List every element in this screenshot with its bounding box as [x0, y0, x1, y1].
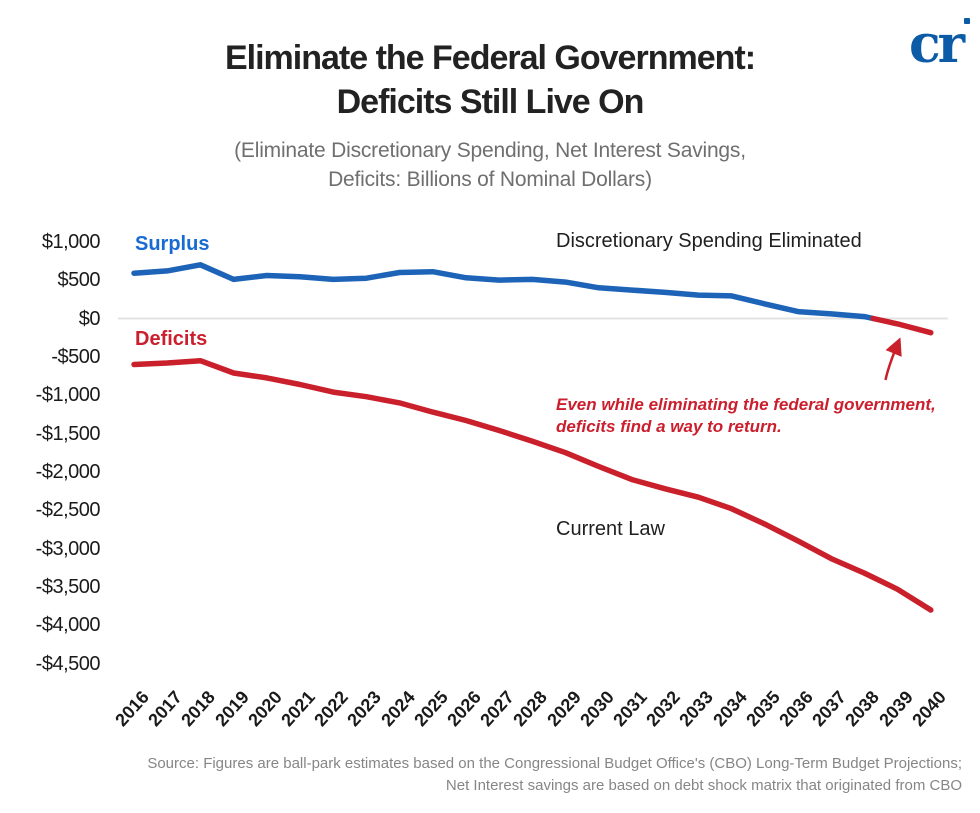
cr-logo-dot-icon [964, 18, 970, 24]
annotation-line-1: Even while eliminating the federal gover… [556, 395, 936, 414]
y-tick-label: -$3,500 [35, 575, 101, 598]
page-subtitle: (Eliminate Discretionary Spending, Net I… [0, 136, 980, 194]
y-tick-label: $0 [78, 307, 101, 330]
source-line-2: Net Interest savings are based on debt s… [445, 777, 962, 794]
current-law-label: Current Law [556, 518, 665, 540]
annotation-callout: Even while eliminating the federal gover… [556, 394, 936, 438]
eliminated-line-deficit-segment [870, 315, 934, 336]
page-title: Eliminate the Federal Government: Defici… [0, 36, 980, 124]
source-line-1: Source: Figures are ball-park estimates … [147, 755, 962, 772]
y-tick-label: -$1,000 [35, 384, 101, 407]
cr-logo: cr [840, 18, 970, 71]
y-tick-label: -$1,500 [35, 422, 101, 445]
annotation-line-2: deficits find a way to return. [556, 417, 782, 436]
deficits-label: Deficits [135, 328, 208, 350]
subtitle-line-1: (Eliminate Discretionary Spending, Net I… [234, 139, 746, 162]
title-line-1: Eliminate the Federal Government: [224, 39, 756, 77]
discretionary-spending-eliminated-label: Discretionary Spending Eliminated [556, 230, 862, 252]
surplus-label: Surplus [135, 233, 210, 255]
y-tick-label: -$500 [51, 345, 100, 368]
annotation-arrow-icon [884, 337, 902, 381]
subtitle-line-2: Deficits: Billions of Nominal Dollars) [328, 168, 652, 191]
y-tick-label: $1,000 [41, 230, 101, 253]
y-tick-label: -$3,000 [35, 537, 101, 560]
title-line-2: Deficits Still Live On [336, 83, 645, 121]
y-tick-label: -$2,000 [35, 460, 101, 483]
y-tick-label: -$4,000 [35, 614, 101, 637]
cr-logo-text: cr [908, 14, 965, 75]
current-law-line [131, 357, 934, 613]
y-tick-label: $500 [57, 269, 101, 292]
source-note: Source: Figures are ball-park estimates … [147, 753, 962, 797]
eliminated-line-surplus-segment [131, 262, 876, 322]
y-tick-label: -$4,500 [35, 652, 101, 675]
y-tick-label: -$2,500 [35, 499, 101, 522]
